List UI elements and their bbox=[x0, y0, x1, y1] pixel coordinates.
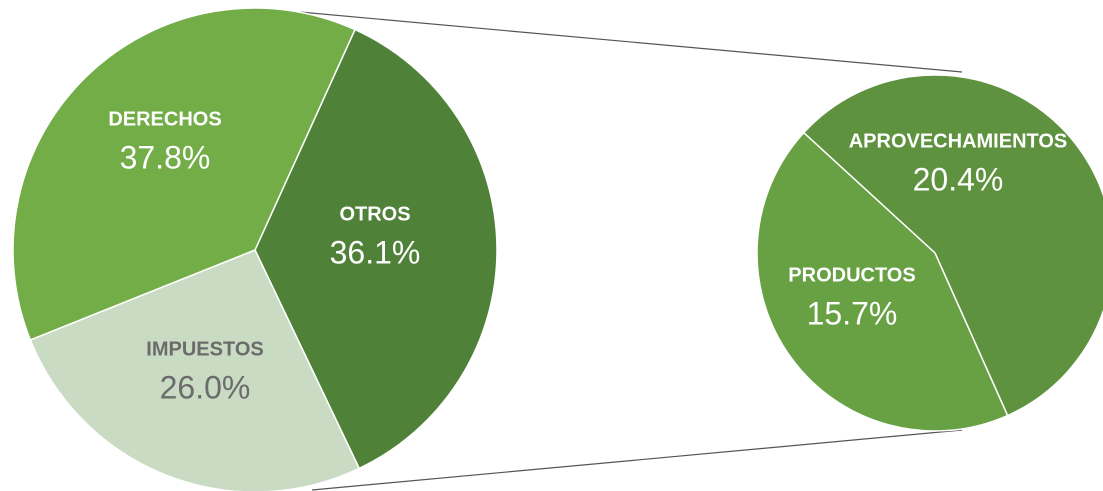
slice-value-label: 36.1% bbox=[330, 234, 421, 270]
pie-slice bbox=[802, 74, 1103, 417]
slice-value-label: 15.7% bbox=[807, 295, 898, 331]
slice-value-label: 37.8% bbox=[120, 139, 211, 175]
slice-value-label: 26.0% bbox=[160, 369, 251, 405]
slice-category-label: DERECHOS bbox=[108, 108, 221, 130]
slice-value-label: 20.4% bbox=[913, 161, 1004, 197]
pie-slice bbox=[12, 7, 356, 341]
pie-slice bbox=[756, 131, 1009, 432]
pie-slice bbox=[29, 249, 361, 491]
slice-category-label: PRODUCTOS bbox=[788, 264, 915, 286]
slice-category-label: IMPUESTOS bbox=[146, 338, 263, 360]
connector-line bbox=[299, 11, 963, 73]
pie-slice bbox=[254, 28, 498, 470]
slice-category-label: APROVECHAMIENTOS bbox=[849, 130, 1068, 152]
slice-category-label: OTROS bbox=[339, 203, 410, 225]
connector-line bbox=[311, 429, 963, 491]
